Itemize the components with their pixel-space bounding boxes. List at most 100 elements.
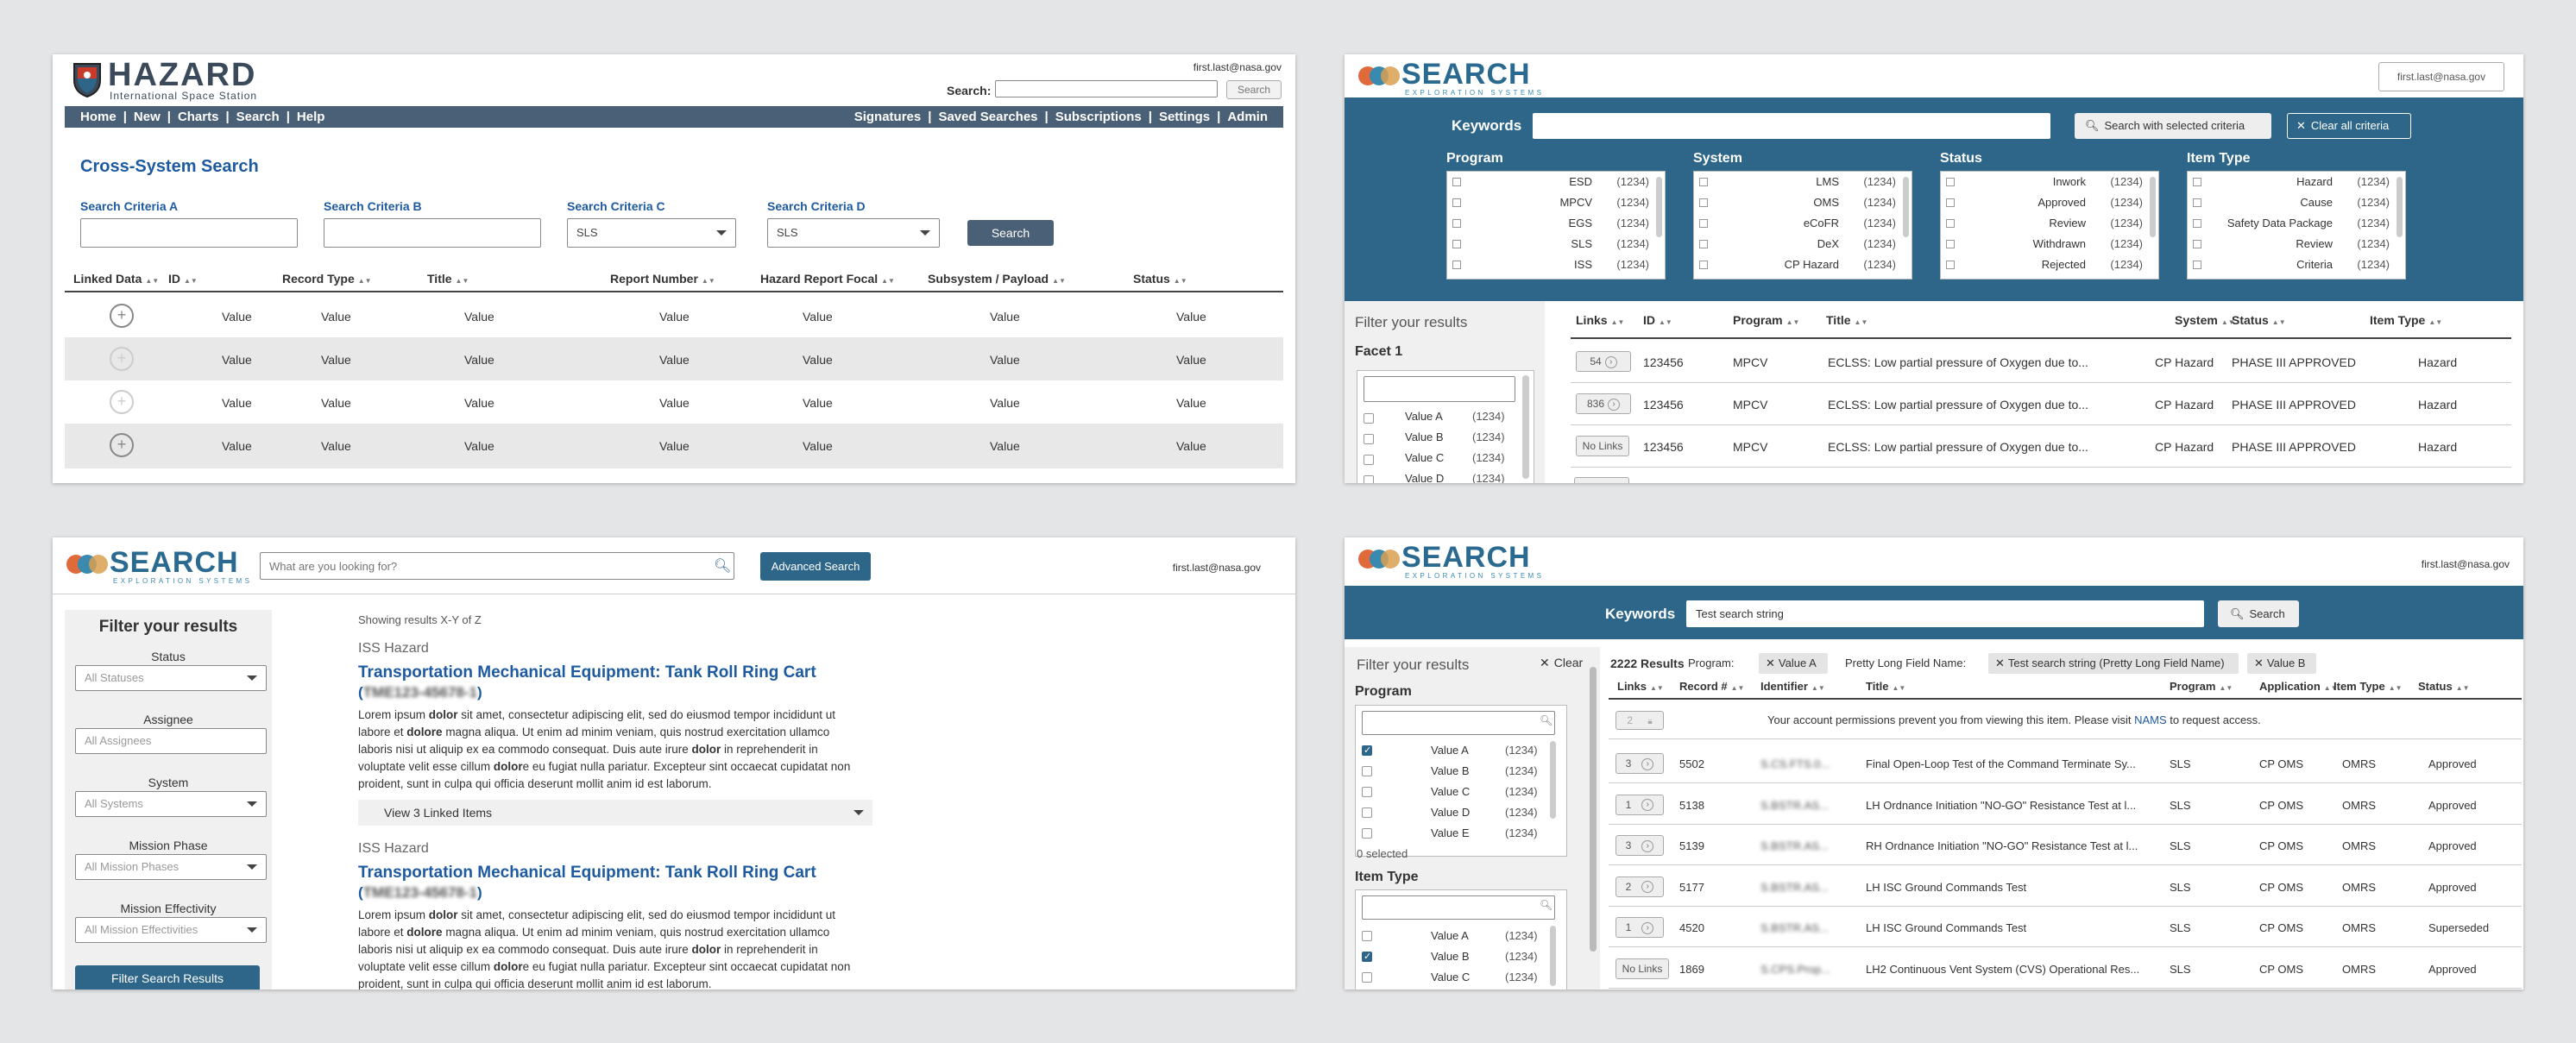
cell-title[interactable]: LH2 Continuous Vent System (CVS) Operati… [1866, 962, 2140, 976]
remove-filter-icon[interactable]: ✕ [2254, 657, 2264, 669]
links-chip[interactable]: No Links [1616, 958, 1669, 979]
criteria-option[interactable]: DeX (1234) [1699, 234, 1899, 254]
global-search-input[interactable] [260, 552, 734, 580]
search-button[interactable]: 🔍︎ Search [2218, 600, 2299, 627]
cell-title[interactable]: RH Ordnance Initiation "NO-GO" Resistanc… [1866, 839, 2138, 852]
checkbox[interactable] [1362, 972, 1372, 983]
nav-signatures[interactable]: Signatures [853, 110, 922, 124]
sort-icon[interactable]: ▲▼ [2388, 684, 2403, 692]
filter-system-select[interactable]: All Systems [75, 791, 267, 817]
clear-filters-button[interactable]: ✕ Clear [1540, 656, 1583, 670]
sort-icon[interactable]: ▲▼ [1854, 318, 1868, 326]
checkbox[interactable] [1362, 807, 1372, 818]
sort-icon[interactable]: ▲▼ [881, 277, 895, 285]
expand-links-icon[interactable]: + [110, 304, 134, 328]
links-chip[interactable]: 836 › [1576, 393, 1631, 414]
links-chip-partial[interactable] [1574, 477, 1629, 483]
facet-option-label[interactable]: Value C [1431, 971, 1471, 983]
sort-icon[interactable]: ▲▼ [1610, 318, 1625, 326]
criteria-option[interactable]: Review (1234) [2193, 234, 2393, 254]
itemtype-facet-search[interactable] [1362, 895, 1555, 920]
criteria-scrollbar[interactable] [1903, 177, 1909, 237]
advanced-search-button[interactable]: Advanced Search [760, 552, 871, 581]
nav-saved-searches[interactable]: Saved Searches [938, 110, 1038, 124]
sort-icon[interactable]: ▲▼ [1892, 684, 1906, 692]
facet-option-label[interactable]: Value C [1405, 451, 1445, 464]
column-header-record-type[interactable]: Record Type ▲▼ [282, 272, 372, 286]
criteria-option[interactable]: ESD (1234) [1452, 172, 1653, 192]
criteria-b-input[interactable] [324, 218, 541, 248]
itemtype-scrollbar[interactable] [1550, 926, 1556, 986]
search-icon[interactable]: 🔍︎ [714, 559, 732, 574]
nav-new[interactable]: New [133, 110, 161, 124]
criteria-option[interactable]: LMS (1234) [1699, 172, 1899, 192]
checkbox[interactable] [2193, 261, 2201, 269]
checkbox[interactable] [1946, 261, 1955, 269]
links-chip[interactable]: 2 › [1616, 876, 1664, 897]
result-code[interactable]: (TME123-45678-1) [358, 684, 482, 701]
criteria-d-select[interactable]: SLS [767, 218, 940, 248]
criteria-a-input[interactable] [80, 218, 298, 248]
column-header-status[interactable]: Status ▲▼ [1133, 272, 1187, 286]
column-header-status[interactable]: Status ▲▼ [2418, 680, 2470, 693]
cell-title[interactable]: LH ISC Ground Commands Test [1866, 921, 2027, 934]
criteria-option[interactable]: SLS (1234) [1452, 234, 1653, 254]
result-title-text[interactable]: Transportation Mechanical Equipment: Tan… [358, 663, 816, 682]
facet-scrollbar[interactable] [1522, 375, 1529, 479]
checkbox[interactable] [1362, 745, 1372, 756]
checkbox[interactable] [1699, 240, 1708, 248]
cell-title[interactable]: LH ISC Ground Commands Test [1866, 880, 2027, 894]
checkbox[interactable] [1364, 434, 1374, 444]
sort-icon[interactable]: ▲▼ [2219, 684, 2233, 692]
active-filter-chip-a[interactable]: ✕ Value A [1759, 653, 1828, 674]
facet-search-input[interactable] [1364, 376, 1515, 402]
facet-option-label[interactable]: Value D [1431, 806, 1471, 819]
column-header-title[interactable]: Title ▲▼ [427, 272, 469, 286]
header-search-input[interactable] [995, 80, 1218, 97]
result-title[interactable]: Transportation Mechanical Equipment: Tan… [358, 864, 876, 883]
facet-option-label[interactable]: Value E [1431, 826, 1470, 839]
active-filter-chip-b[interactable]: ✕ Value B [2247, 653, 2316, 674]
criteria-option[interactable]: MPCV (1234) [1452, 192, 1653, 213]
result-code[interactable]: (TME123-45678-1) [358, 884, 482, 902]
facet-option-label[interactable]: Value A [1405, 410, 1443, 423]
filter-mission-effectivity-select[interactable]: All Mission Effectivities [75, 917, 267, 943]
nav-charts[interactable]: Charts [177, 110, 219, 124]
nav-admin[interactable]: Admin [1227, 110, 1268, 124]
checkbox[interactable] [1362, 828, 1372, 839]
checkbox[interactable] [1452, 261, 1461, 269]
criteria-option[interactable]: eCoFR (1234) [1699, 213, 1899, 234]
column-header-links[interactable]: Links ▲▼ [1617, 680, 1664, 693]
criteria-option[interactable]: Cause (1234) [2193, 192, 2393, 213]
facet-option-label[interactable]: Value C [1431, 785, 1471, 798]
checkbox[interactable] [2193, 178, 2201, 186]
result-title-text[interactable]: Transportation Mechanical Equipment: Tan… [358, 864, 816, 882]
checkbox[interactable] [1364, 413, 1374, 424]
program-facet-search[interactable] [1362, 711, 1555, 735]
sort-icon[interactable]: ▲▼ [2428, 318, 2443, 326]
sort-icon[interactable]: ▲▼ [184, 277, 198, 285]
checkbox[interactable] [1362, 951, 1372, 962]
nams-link[interactable]: NAMS [2134, 713, 2167, 726]
sort-icon[interactable]: ▲▼ [145, 277, 160, 285]
column-header-status[interactable]: Status ▲▼ [2232, 313, 2286, 327]
links-chip[interactable]: 1 › [1616, 794, 1664, 815]
facet-option-label[interactable]: Value B [1405, 430, 1444, 443]
sort-icon[interactable]: ▲▼ [1786, 318, 1800, 326]
criteria-scrollbar[interactable] [1656, 177, 1662, 237]
keywords-input[interactable] [1533, 113, 2050, 139]
clear-all-button[interactable]: ✕ Clear all criteria [2287, 113, 2411, 139]
keywords-input[interactable]: Test search string [1686, 600, 2204, 627]
column-header-id[interactable]: ID ▲▼ [168, 272, 198, 286]
sort-icon[interactable]: ▲▼ [1659, 318, 1672, 326]
criteria-option[interactable]: Criteria (1234) [2193, 254, 2393, 275]
sort-icon[interactable]: ▲▼ [357, 277, 372, 285]
column-header-application[interactable]: Application ▲▼ [2259, 680, 2338, 693]
column-header-item-type[interactable]: Item Type ▲▼ [2334, 680, 2403, 693]
filter-assignee-input[interactable]: All Assignees [75, 728, 267, 754]
criteria-option[interactable]: Review (1234) [1946, 213, 2146, 234]
criteria-option[interactable]: Safety Data Package (1234) [2193, 213, 2393, 234]
checkbox[interactable] [1452, 178, 1461, 186]
expand-links-icon[interactable]: + [110, 347, 134, 371]
cell-title[interactable]: Final Open-Loop Test of the Command Term… [1866, 757, 2136, 770]
